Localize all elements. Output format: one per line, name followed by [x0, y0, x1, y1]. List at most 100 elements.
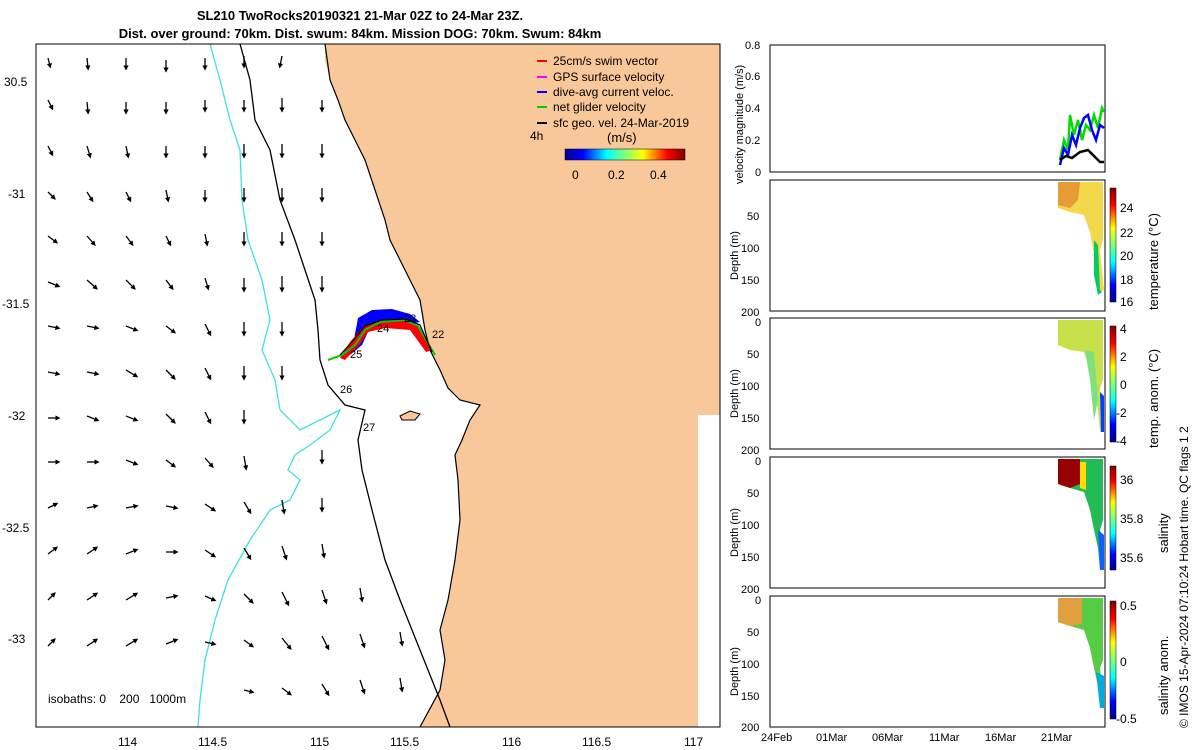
day-label: 22	[432, 329, 444, 341]
temp-anom-ytick: 200	[741, 445, 759, 457]
lat-tick: -32	[8, 409, 26, 423]
temp-anom-panel: Depth (m) 0 50 100 150 200 4 2 0 -2 -4 t…	[729, 317, 1161, 457]
lat-tick: -32.5	[2, 521, 30, 535]
velocity-ytick: 0.6	[745, 71, 760, 83]
temp-anom-ytick: 150	[741, 413, 759, 425]
sal-anom-cbar-tick: 0	[1120, 655, 1127, 669]
temperature-cbar-tick: 20	[1120, 249, 1134, 263]
temperature-field	[1058, 182, 1104, 292]
sal-anom-ytick: 100	[741, 659, 759, 671]
temp-anom-ytick: 0	[755, 317, 761, 329]
lat-tick: -33	[8, 632, 26, 646]
temperature-cbar-tick: 22	[1120, 226, 1134, 240]
lon-tick: 114	[118, 735, 137, 749]
velocity-ylabel: velocity magnitude (m/s)	[734, 65, 746, 184]
salinity-ytick: 50	[747, 488, 759, 500]
temperature-ytick: 150	[741, 275, 759, 287]
temperature-cbar-tick: 16	[1120, 295, 1134, 309]
salinity-ytick: 100	[741, 520, 759, 532]
time-tick: 11Mar	[929, 732, 960, 744]
isobath-200	[197, 44, 342, 727]
velocity-ytick: 0.2	[745, 135, 760, 147]
map-legend: 25cm/s swim vector GPS surface velocity …	[530, 54, 689, 182]
time-tick: 21Mar	[1041, 732, 1073, 744]
sal-anom-cbar-tick: 0.5	[1120, 599, 1137, 613]
time-tick: 16Mar	[985, 732, 1017, 744]
sal-anom-ylabel: Depth (m)	[729, 647, 741, 696]
map-frame	[35, 43, 721, 728]
velocity-ytick: 0	[755, 167, 761, 179]
temp-anom-cbar-tick: -4	[1116, 434, 1127, 448]
title-line-2: Dist. over ground: 70km. Dist. swum: 84k…	[118, 26, 602, 41]
sal-anom-ytick: 50	[747, 627, 759, 639]
day-label: 23	[404, 313, 416, 325]
time-tick: 01Mar	[816, 732, 848, 744]
lat-tick: -31.5	[2, 297, 30, 311]
legend-item: net glider velocity	[553, 100, 646, 114]
salinity-cbar-tick: 35.8	[1120, 512, 1144, 526]
temperature-ylabel: Depth (m)	[729, 231, 741, 280]
sal-anom-panel: Depth (m) 0 50 100 150 200 0.5 0 -0.5 sa…	[729, 595, 1171, 734]
temp-anom-cbar-tick: 4	[1120, 322, 1127, 336]
temp-anom-cbar-label: temp. anom. (°C)	[1146, 349, 1161, 448]
time-tick: 06Mar	[872, 732, 904, 744]
swim-vector-band	[340, 320, 432, 360]
footer-credit: © IMOS 15-Apr-2024 07:10:24 Hobart time.…	[1177, 426, 1191, 728]
legend-item: sfc geo. vel. 24-Mar-2019	[553, 116, 689, 130]
temperature-colorbar	[1109, 187, 1117, 303]
temp-anom-cbar-tick: 2	[1120, 350, 1127, 364]
lon-tick: 115.5	[390, 735, 419, 749]
temp-anom-ytick: 50	[747, 349, 759, 361]
velocity-series-blue	[1058, 112, 1105, 166]
temperature-cbar-tick: 18	[1120, 273, 1134, 287]
temperature-panel: Depth (m) 50 100 150 200 24 22 20 18 16 …	[729, 179, 1161, 319]
land-mass	[325, 44, 720, 727]
time-tick: 24Feb	[761, 732, 792, 744]
island	[399, 410, 421, 421]
legend-item: 25cm/s swim vector	[553, 54, 658, 68]
day-label: 27	[363, 422, 375, 434]
day-label: 24	[377, 323, 389, 335]
temp-anom-cbar-tick: 0	[1120, 378, 1127, 392]
temperature-ytick: 50	[747, 211, 759, 223]
coastline	[324, 44, 481, 727]
velocity-ytick: 0.8	[745, 40, 760, 52]
day-label: 26	[340, 384, 352, 396]
lat-tick: -31	[8, 187, 26, 201]
temperature-cbar-label: temperature (°C)	[1146, 213, 1161, 310]
salinity-colorbar	[1109, 465, 1117, 571]
sal-anom-cbar-tick: -0.5	[1116, 712, 1137, 726]
sal-anom-cbar-label: salinity anom.	[1156, 636, 1171, 715]
temperature-ytick: 100	[741, 243, 759, 255]
isobath-0	[239, 44, 451, 727]
legend-item: GPS surface velocity	[553, 70, 664, 84]
sal-anom-ytick: 200	[741, 722, 759, 734]
temperature-cbar-tick: 24	[1120, 201, 1134, 215]
salinity-ytick: 0	[755, 456, 761, 468]
lon-tick: 117	[684, 735, 703, 749]
colorbar-title: (m/s)	[607, 130, 637, 145]
surface-vector-track	[339, 318, 433, 356]
colorbar-tick: 0.2	[608, 168, 625, 182]
colorbar-tick: 0	[572, 168, 579, 182]
isobaths-label: isobaths: 0 200 1000m	[48, 692, 186, 706]
lon-tick: 116.5	[582, 735, 611, 749]
velocity-series-black	[1059, 148, 1104, 164]
colorbar-side-label: 4h	[530, 129, 543, 143]
salinity-cbar-tick: 35.6	[1120, 551, 1144, 565]
sal-anom-ytick: 150	[741, 691, 759, 703]
day-label: 25	[350, 349, 362, 361]
glider-track	[327, 309, 436, 361]
temp-anom-colorbar	[1109, 325, 1117, 443]
speed-colorbar	[564, 148, 686, 161]
salinity-cbar-label: salinity	[1156, 513, 1171, 553]
velocity-panel: velocity magnitude (m/s) 0 0.2 0.4 0.6 0…	[734, 40, 1106, 184]
lat-tick: 30.5	[4, 75, 28, 89]
salinity-ylabel: Depth (m)	[729, 508, 741, 557]
sal-anom-colorbar	[1109, 600, 1117, 720]
map-y-axis: 30.5 -31 -31.5 -32 -32.5 -33	[2, 75, 30, 646]
salinity-ytick: 150	[741, 552, 759, 564]
salinity-ytick: 200	[741, 584, 759, 596]
temperature-ytick: 200	[741, 307, 759, 319]
